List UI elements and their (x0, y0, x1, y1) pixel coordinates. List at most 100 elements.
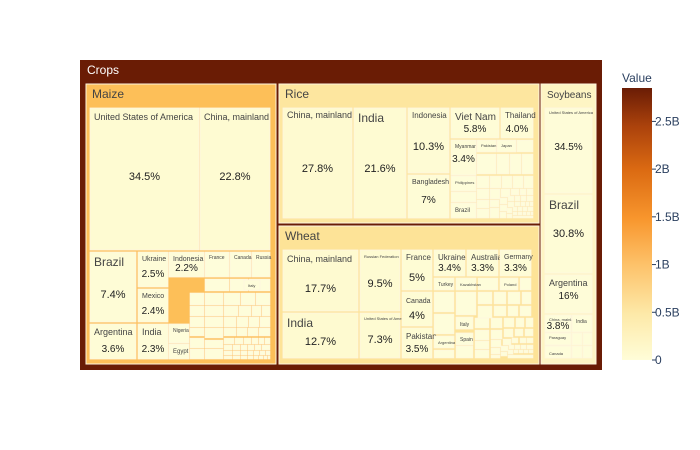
small-tile[interactable] (267, 355, 271, 360)
small-tile[interactable] (189, 305, 205, 317)
tile-rice-thailand[interactable] (500, 107, 534, 139)
small-tile[interactable] (240, 292, 256, 306)
small-tile[interactable] (523, 349, 529, 354)
tile-maize-nigeria[interactable] (168, 323, 190, 344)
tile-maize-canada[interactable] (229, 251, 252, 278)
small-tile[interactable] (476, 188, 490, 200)
small-tile[interactable] (519, 305, 532, 317)
small-tile[interactable] (519, 337, 527, 344)
small-tile[interactable] (507, 291, 521, 305)
small-tile[interactable] (489, 207, 500, 219)
small-tile[interactable] (189, 292, 205, 306)
tile-maize-united-states-of-america[interactable] (89, 107, 200, 251)
small-tile[interactable] (232, 344, 241, 351)
tile-soybeans-brazil[interactable] (544, 194, 593, 274)
small-tile[interactable] (204, 339, 224, 349)
small-tile[interactable] (263, 355, 268, 360)
small-tile[interactable] (476, 175, 490, 189)
small-tile[interactable] (240, 344, 248, 351)
small-tile[interactable] (232, 350, 241, 356)
small-tile[interactable] (571, 332, 583, 346)
tile-soybeans-canada[interactable] (544, 345, 572, 359)
small-tile[interactable] (204, 316, 224, 328)
small-tile[interactable] (512, 211, 518, 216)
small-tile[interactable] (238, 305, 252, 317)
small-tile[interactable] (240, 350, 248, 356)
small-tile[interactable] (247, 344, 255, 351)
small-tile[interactable] (520, 195, 527, 202)
small-tile[interactable] (514, 195, 521, 202)
small-tile[interactable] (582, 345, 593, 359)
small-tile[interactable] (189, 337, 205, 349)
tile-rice-china-mainland[interactable] (282, 107, 353, 219)
tile-wheat-argentina[interactable] (433, 335, 455, 349)
small-tile[interactable] (499, 197, 508, 205)
small-tile[interactable] (518, 349, 524, 354)
small-tile[interactable] (455, 291, 477, 316)
small-tile[interactable] (254, 344, 262, 351)
tile-soybeans-china-mainland[interactable] (544, 314, 572, 333)
tile-soybeans-india[interactable] (571, 314, 593, 333)
small-tile[interactable] (253, 350, 260, 356)
small-tile[interactable] (507, 195, 515, 202)
small-tile[interactable] (247, 350, 254, 356)
small-tile[interactable] (204, 305, 224, 317)
small-tile[interactable] (522, 211, 527, 216)
small-tile[interactable] (502, 338, 512, 346)
small-tile[interactable] (474, 340, 490, 350)
small-tile[interactable] (490, 347, 501, 355)
small-tile[interactable] (189, 316, 205, 328)
small-tile[interactable] (259, 316, 271, 328)
small-tile[interactable] (520, 201, 526, 207)
small-tile[interactable] (517, 211, 523, 216)
tile-wheat-india[interactable] (282, 312, 359, 359)
small-tile[interactable] (474, 349, 490, 359)
small-tile[interactable] (514, 328, 524, 337)
small-tile[interactable] (248, 316, 260, 328)
small-tile[interactable] (525, 201, 530, 207)
small-tile[interactable] (251, 305, 262, 317)
small-tile[interactable] (496, 153, 510, 175)
small-tile[interactable] (526, 188, 534, 196)
small-tile[interactable] (506, 207, 513, 214)
tile-wheat-italy[interactable] (455, 316, 474, 330)
tile-rice-japan[interactable] (496, 139, 517, 153)
tile-wheat-ukraine[interactable] (433, 249, 466, 277)
small-tile[interactable] (204, 292, 224, 306)
tile-maize-france[interactable] (204, 251, 230, 278)
small-tile[interactable] (476, 199, 490, 209)
small-tile[interactable] (236, 316, 249, 328)
tile-wheat-france[interactable] (401, 249, 433, 291)
small-tile[interactable] (500, 345, 509, 352)
small-tile[interactable] (529, 201, 534, 207)
tile-wheat-canada[interactable] (401, 291, 433, 327)
tile-wheat-kazakhstan[interactable] (455, 277, 477, 291)
small-tile[interactable] (493, 291, 507, 305)
small-tile[interactable] (243, 337, 252, 345)
small-tile[interactable] (489, 175, 502, 189)
small-tile[interactable] (223, 327, 237, 337)
small-tile[interactable] (234, 337, 244, 345)
small-tile[interactable] (204, 348, 224, 360)
small-tile[interactable] (253, 355, 259, 360)
small-tile[interactable] (526, 337, 534, 344)
small-tile[interactable] (516, 139, 534, 153)
tile-rice-myanmar[interactable] (450, 139, 477, 176)
small-tile[interactable] (519, 188, 527, 196)
small-tile[interactable] (433, 349, 455, 359)
small-tile[interactable] (223, 344, 233, 351)
tile-maize-china-mainland[interactable] (199, 107, 271, 251)
small-tile[interactable] (264, 337, 271, 345)
small-tile[interactable] (521, 291, 532, 305)
small-tile[interactable] (204, 278, 230, 292)
small-tile[interactable] (513, 349, 519, 354)
small-tile[interactable] (503, 317, 515, 328)
tile-rice-india[interactable] (353, 107, 407, 219)
small-tile[interactable] (489, 188, 501, 200)
small-tile[interactable] (223, 350, 233, 356)
tile-rice-indonesia[interactable] (407, 107, 450, 174)
small-tile[interactable] (527, 206, 534, 212)
small-tile[interactable] (507, 354, 534, 359)
tile-wheat-turkey[interactable] (433, 277, 455, 291)
small-tile[interactable] (499, 211, 507, 219)
